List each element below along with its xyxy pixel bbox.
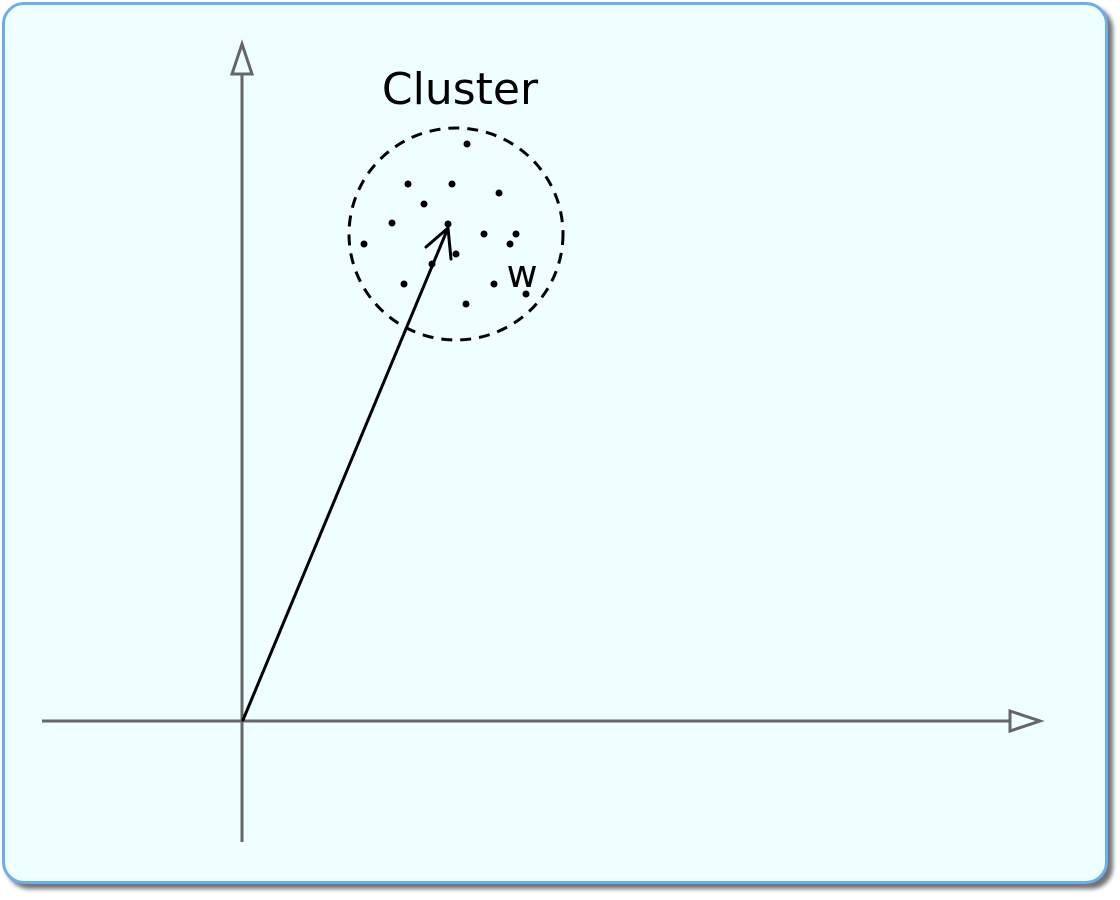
data-point [388,219,396,227]
axes [42,39,1045,842]
data-point [360,240,368,248]
data-point [420,200,428,208]
data-point [400,280,408,288]
data-point [462,300,470,308]
data-point [463,140,471,148]
data-point [512,230,520,238]
data-point [522,290,530,298]
data-point [448,180,456,188]
vector-shaft [241,226,450,722]
y-axis-arrowhead [229,39,255,76]
vector-w [241,224,453,722]
data-point [490,280,498,288]
vector-label: w [506,252,537,296]
cluster-boundary [347,126,565,342]
x-axis-arrowhead [1008,708,1045,734]
data-point [404,180,412,188]
data-point [452,250,460,258]
cluster-points [360,140,530,308]
data-point [506,240,514,248]
diagram-panel [2,2,1108,884]
cluster-label: Cluster [382,64,539,115]
data-point [480,230,488,238]
data-point [444,220,452,228]
data-point [495,189,503,197]
vector-arrowhead [424,224,453,261]
